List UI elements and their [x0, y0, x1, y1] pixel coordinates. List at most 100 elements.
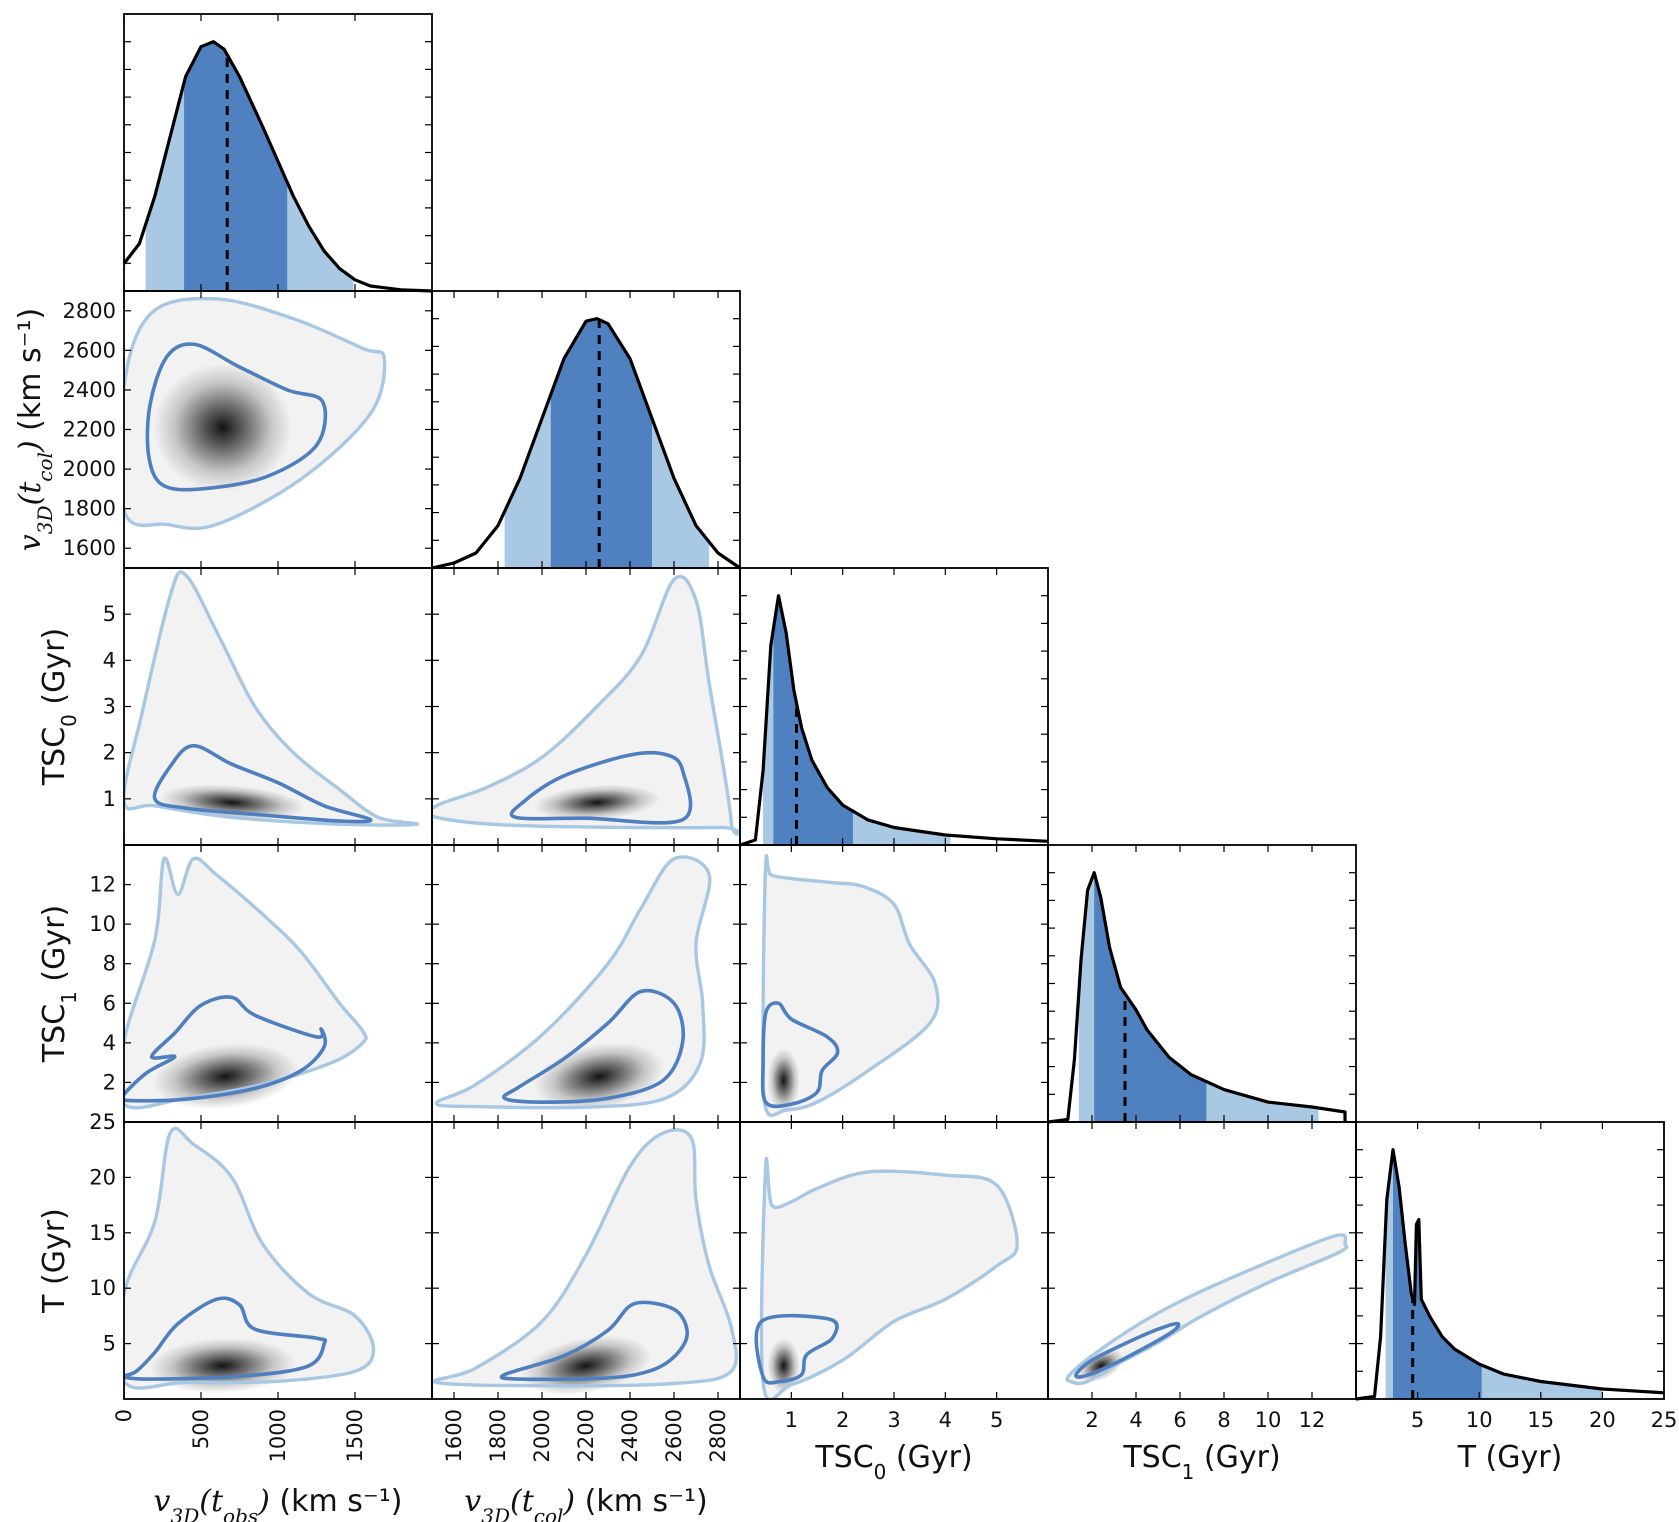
- yaxis-label-tsc0: TSC0 (Gyr): [37, 628, 81, 786]
- marginal-panel-v3d_obs: [122, 13, 433, 293]
- ytick-label-tsc0-1: 2: [103, 741, 116, 765]
- histogram-curve-t: [1355, 1148, 1665, 1401]
- ytick-label-v3d_col-6: 2800: [63, 299, 116, 323]
- pair-panel-tsc0-tsc1: [739, 844, 1049, 1123]
- contour-68-7: [499, 1300, 689, 1382]
- ytick-label-t-0: 5: [103, 1332, 116, 1356]
- ytick-label-tsc1-5: 12: [89, 873, 116, 897]
- xtick-label-v3d_col-1: 1800: [486, 1409, 510, 1462]
- pair-panel-v3d_col-tsc1: [431, 844, 741, 1123]
- panels-layer: [122, 13, 1665, 1401]
- ytick-label-tsc0-2: 3: [103, 695, 116, 719]
- ytick-label-v3d_col-3: 2200: [63, 418, 116, 442]
- frame-pair-9: [1047, 1121, 1357, 1400]
- xtick-label-t-4: 25: [1651, 1408, 1678, 1432]
- ytick-label-tsc1-1: 4: [103, 1031, 116, 1055]
- band-68-tsc1: [1094, 872, 1207, 1122]
- ytick-label-v3d_col-0: 1600: [63, 536, 116, 560]
- xaxis-label-v3d_col: v3D(tcol) (km s⁻¹): [464, 1484, 707, 1522]
- marginal-panel-v3d_col: [431, 290, 741, 570]
- xtick-label-v3d_obs-0: 0: [112, 1409, 136, 1422]
- marginal-panel-tsc1: [1047, 844, 1357, 1124]
- contour-95-7: [432, 1128, 739, 1388]
- xtick-label-tsc1-4: 10: [1255, 1408, 1282, 1432]
- xtick-label-tsc1-5: 12: [1299, 1408, 1326, 1432]
- histogram-curve-v3d_obs: [122, 40, 433, 293]
- contour-95-3: [124, 856, 368, 1110]
- xtick-label-t-0: 5: [1411, 1408, 1424, 1432]
- ytick-label-v3d_col-2: 2000: [63, 457, 116, 481]
- pair-panel-v3d_obs-tsc0: [123, 567, 433, 846]
- xtick-label-tsc1-0: 2: [1085, 1408, 1098, 1432]
- marginal-panel-tsc0: [739, 567, 1049, 847]
- xtick-label-v3d_obs-3: 1500: [343, 1409, 367, 1462]
- xtick-label-tsc0-3: 4: [939, 1408, 952, 1432]
- density-core-0: [153, 363, 292, 492]
- pair-panel-v3d_col-tsc0: [431, 567, 741, 846]
- density-halo-4: [436, 856, 710, 1108]
- pair-panel-tsc0-t: [739, 1121, 1049, 1400]
- xtick-label-v3d_obs-1: 500: [189, 1409, 213, 1449]
- band-68-v3d_obs: [184, 41, 288, 292]
- histogram-curve-tsc0: [739, 594, 1049, 847]
- density-halo-9: [1066, 1234, 1347, 1384]
- xtick-label-v3d_col-0: 1600: [442, 1409, 466, 1462]
- contour-95-1: [124, 570, 420, 827]
- ytick-label-v3d_col-5: 2600: [63, 338, 116, 362]
- histogram-curve-v3d_col: [431, 317, 741, 570]
- band-68-t: [1393, 1149, 1482, 1399]
- contour-95-8: [759, 1156, 1019, 1399]
- ytick-label-tsc1-3: 8: [103, 952, 116, 976]
- xaxis-label-tsc1: TSC1 (Gyr): [1122, 1440, 1280, 1484]
- xtick-label-tsc0-2: 3: [887, 1408, 900, 1432]
- xaxis-label-v3d_obs: v3D(tobs) (km s⁻¹): [154, 1484, 403, 1522]
- ytick-label-t-2: 15: [89, 1221, 116, 1245]
- contour-68-0: [145, 342, 328, 492]
- contour-95-0: [124, 296, 387, 531]
- contour-68-3: [124, 995, 328, 1103]
- xaxis-label-t: T (Gyr): [1457, 1440, 1563, 1475]
- marginal-panel-t: [1355, 1121, 1665, 1401]
- density-halo-2: [432, 576, 739, 835]
- density-halo-6: [124, 1128, 374, 1389]
- yaxis-label-tsc1: TSC1 (Gyr): [37, 905, 81, 1063]
- contour-68-1: [152, 743, 373, 824]
- histogram-curve-tsc1: [1047, 871, 1347, 1124]
- density-halo-5: [762, 855, 939, 1116]
- density-core-3: [152, 1043, 299, 1110]
- xtick-label-tsc0-1: 2: [836, 1408, 849, 1432]
- xtick-label-v3d_col-2: 2000: [530, 1409, 554, 1462]
- contour-68-6: [124, 1296, 328, 1381]
- ytick-label-t-4: 25: [89, 1110, 116, 1134]
- contour-95-6: [124, 1126, 376, 1390]
- xaxis-label-tsc0: TSC0 (Gyr): [814, 1440, 972, 1484]
- ytick-label-v3d_col-4: 2400: [63, 378, 116, 402]
- density-halo-1: [124, 572, 418, 826]
- contour-95-9: [1065, 1233, 1349, 1386]
- xtick-label-tsc1-1: 4: [1129, 1408, 1142, 1432]
- pair-panel-v3d_obs-tsc1: [123, 844, 433, 1123]
- density-core-5: [767, 1048, 800, 1113]
- ytick-label-tsc0-4: 5: [103, 602, 116, 626]
- density-core-2: [533, 784, 661, 821]
- contour-68-2: [509, 750, 693, 825]
- contour-95-2: [432, 574, 740, 836]
- ytick-label-t-3: 20: [89, 1165, 116, 1189]
- xtick-label-tsc1-3: 8: [1217, 1408, 1230, 1432]
- contour-68-8: [754, 1313, 839, 1385]
- contour-95-5: [761, 853, 940, 1118]
- pair-panel-tsc1-t: [1047, 1121, 1357, 1400]
- yaxis-label-v3d_col: v3D(tcol) (km s⁻¹): [13, 308, 57, 551]
- ytick-label-tsc1-0: 2: [103, 1070, 116, 1094]
- ytick-label-tsc0-0: 1: [103, 787, 116, 811]
- contour-68-4: [501, 988, 686, 1104]
- yaxis-label-t: T (Gyr): [37, 1208, 72, 1314]
- pair-panel-v3d_obs-t: [123, 1121, 433, 1400]
- xtick-label-t-2: 15: [1527, 1408, 1554, 1432]
- xtick-label-tsc1-2: 6: [1173, 1408, 1186, 1432]
- xtick-label-v3d_col-5: 2600: [662, 1409, 686, 1462]
- pair-panel-v3d_obs-v3d_col: [123, 290, 433, 569]
- ytick-label-v3d_col-1: 1800: [63, 497, 116, 521]
- ytick-label-tsc0-3: 4: [103, 648, 116, 672]
